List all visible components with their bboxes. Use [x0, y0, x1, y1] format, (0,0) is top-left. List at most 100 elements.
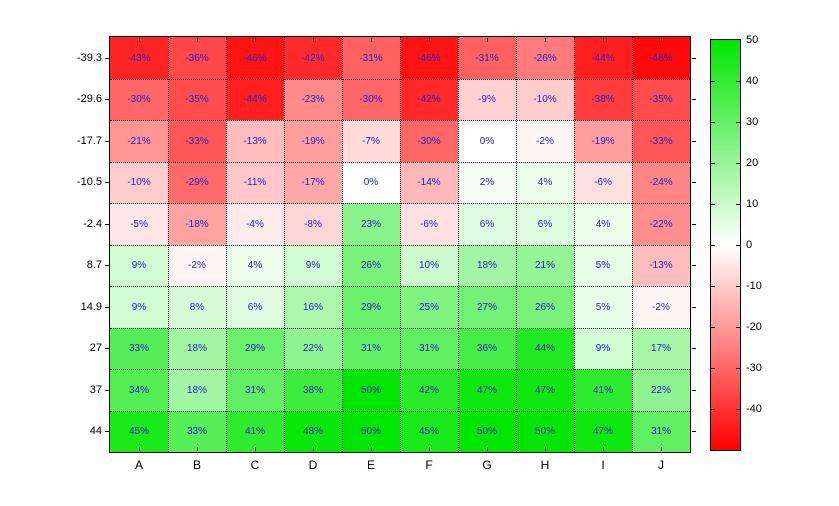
heatmap-cell-value: 29% — [244, 343, 265, 354]
heatmap-cell-value: -5% — [130, 218, 148, 230]
y-axis-tick-label: 27 — [89, 342, 102, 355]
heatmap-cell: 47% — [574, 411, 632, 452]
axis-tick-mark — [487, 447, 488, 451]
heatmap-cell-value: -24% — [649, 177, 673, 188]
heatmap-cell-value: -31% — [475, 52, 499, 64]
heatmap-cell: 18% — [168, 328, 226, 369]
heatmap-cell-value: 18% — [186, 343, 207, 354]
colorbar-tick-label: 10 — [746, 198, 759, 210]
heatmap-cell-value: -8% — [304, 218, 322, 230]
heatmap-cell-value: -23% — [301, 94, 325, 105]
colorbar — [711, 40, 740, 450]
heatmap-cell-value: -14% — [417, 177, 441, 188]
heatmap-cell: 29% — [226, 328, 284, 369]
axis-tick-mark — [692, 182, 696, 183]
y-axis-tick-label: 44 — [89, 425, 102, 438]
y-axis-tick-label: 8.7 — [86, 259, 102, 272]
grid-line-vertical — [516, 37, 517, 452]
heatmap-cell: -10% — [110, 162, 168, 203]
heatmap-cell-value: 27% — [476, 301, 497, 313]
heatmap-cell-value: -46% — [243, 52, 267, 64]
heatmap-cell: 41% — [574, 369, 632, 411]
grid-line-vertical — [458, 37, 459, 452]
heatmap-cell-value: -10% — [533, 94, 557, 105]
heatmap-cell-value: 21% — [534, 260, 555, 271]
axis-tick-mark — [429, 447, 430, 451]
heatmap-cell-value: -30% — [127, 94, 151, 105]
heatmap-cell-value: -30% — [417, 135, 441, 147]
heatmap-cell: 45% — [400, 411, 458, 452]
heatmap-cell: 41% — [226, 411, 284, 452]
y-axis-tick-label: -17.7 — [76, 134, 102, 147]
heatmap-cell-value: 2% — [479, 177, 495, 188]
axis-tick-mark — [603, 38, 604, 42]
heatmap-cell: -19% — [574, 120, 632, 162]
heatmap-cell: -22% — [632, 203, 690, 245]
heatmap-cell-value: 48% — [302, 426, 323, 437]
heatmap-cell-value: 25% — [418, 301, 439, 313]
heatmap-cell: -44% — [574, 37, 632, 79]
heatmap-cell: 6% — [458, 203, 516, 245]
axis-tick-mark — [692, 431, 696, 432]
heatmap-cell: -23% — [284, 79, 342, 120]
heatmap-cell: 2% — [458, 162, 516, 203]
grid-line-horizontal — [110, 79, 690, 80]
axis-tick-mark — [371, 38, 372, 42]
heatmap-cell-value: -6% — [420, 218, 438, 230]
colorbar-tick-label: -30 — [746, 362, 762, 374]
grid-line-horizontal — [110, 120, 690, 121]
heatmap-cell: -36% — [168, 37, 226, 79]
heatmap-cell-value: -2% — [536, 135, 554, 147]
heatmap-cell: -26% — [516, 37, 574, 79]
axis-tick-mark — [545, 38, 546, 42]
grid-line-horizontal — [110, 369, 690, 370]
heatmap-cell-value: 5% — [595, 260, 611, 271]
colorbar-tick-mark — [736, 327, 740, 328]
axis-tick-mark — [661, 447, 662, 451]
heatmap-cell-value: 44% — [534, 343, 555, 354]
heatmap-cell: 38% — [284, 369, 342, 411]
axis-tick-mark — [692, 141, 696, 142]
heatmap-cell-value: 50% — [476, 426, 497, 437]
heatmap-cell-value: 34% — [128, 384, 149, 396]
heatmap-cell: -8% — [284, 203, 342, 245]
heatmap-cell-value: -6% — [594, 177, 612, 188]
axis-tick-mark — [197, 38, 198, 42]
colorbar-tick-mark — [736, 204, 740, 205]
heatmap-cell-value: 9% — [305, 260, 321, 271]
heatmap-cell-value: -42% — [417, 94, 441, 105]
heatmap-cell-value: 23% — [360, 218, 381, 230]
axis-tick-mark — [105, 99, 109, 100]
heatmap-cell: -6% — [400, 203, 458, 245]
heatmap-cell-value: -31% — [359, 52, 383, 64]
heatmap-cell-value: 33% — [128, 343, 149, 354]
heatmap-cell: -13% — [226, 120, 284, 162]
x-axis-tick-label: C — [250, 458, 260, 472]
x-axis-tick-label: D — [308, 458, 318, 472]
axis-tick-mark — [255, 447, 256, 451]
heatmap-cell: 4% — [574, 203, 632, 245]
heatmap-cell: -2% — [516, 120, 574, 162]
x-axis-tick-label: J — [658, 458, 664, 472]
heatmap-cell: 42% — [400, 369, 458, 411]
colorbar-tick-label: -10 — [746, 280, 762, 292]
heatmap-plot-area: -43% -36% -46% -42% -31% -46% -31% -26% -44% -48%… — [110, 37, 690, 452]
heatmap-cell-value: 42% — [418, 384, 439, 396]
heatmap-cell-value: -42% — [301, 52, 325, 64]
heatmap-cell: 31% — [226, 369, 284, 411]
colorbar-tick-mark — [736, 81, 740, 82]
heatmap-cell: -48% — [632, 37, 690, 79]
heatmap-cell: -11% — [226, 162, 284, 203]
heatmap-cell: 34% — [110, 369, 168, 411]
heatmap-cell-value: 50% — [534, 426, 555, 437]
colorbar-tick-mark — [736, 163, 740, 164]
heatmap-cell: 0% — [458, 120, 516, 162]
heatmap-cell-value: 9% — [131, 260, 147, 271]
heatmap-cell-value: -4% — [246, 218, 264, 230]
heatmap-cell: 9% — [110, 286, 168, 328]
heatmap-cell-value: 4% — [247, 260, 263, 271]
heatmap-cell: 31% — [342, 328, 400, 369]
colorbar-tick-mark — [711, 163, 715, 164]
grid-line-vertical — [284, 37, 285, 452]
heatmap-cell: -9% — [458, 79, 516, 120]
